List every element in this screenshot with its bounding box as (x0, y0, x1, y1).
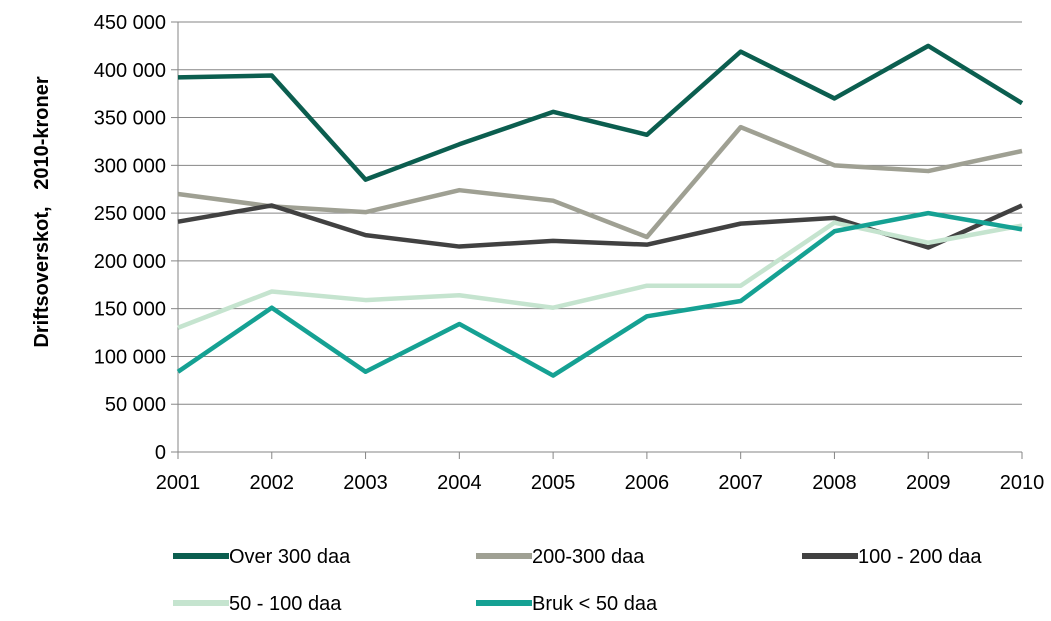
legend-label: Over 300 daa (229, 546, 351, 568)
y-axis-title: Driftsoverskot, 2010-kroner (31, 76, 53, 347)
x-tick-label: 2010 (1000, 472, 1045, 494)
y-tick-label: 0 (155, 442, 166, 464)
x-tick-label: 2007 (718, 472, 763, 494)
y-tick-label: 300 000 (94, 155, 166, 177)
legend-label: 50 - 100 daa (229, 593, 342, 615)
legend-label: Bruk < 50 daa (532, 593, 658, 615)
x-tick-label: 2004 (437, 472, 482, 494)
series-layer (178, 46, 1022, 376)
y-tick-label: 200 000 (94, 251, 166, 273)
y-tick-label: 50 000 (105, 394, 166, 416)
x-tick-label: 2002 (250, 472, 295, 494)
series-line (178, 46, 1022, 180)
x-tick-label: 2005 (531, 472, 576, 494)
y-tick-label: 350 000 (94, 108, 166, 130)
y-tick-label: 150 000 (94, 299, 166, 321)
y-tick-label: 450 000 (94, 12, 166, 34)
x-tick-label: 2003 (343, 472, 388, 494)
axis-layer: 0 50 000 100 000 150 000 200 000 250 000 300 0… (94, 12, 1045, 494)
x-tick-label: 2001 (156, 472, 201, 494)
y-tick-label: 250 000 (94, 203, 166, 225)
legend: Over 300 daa 200-300 daa 100 - 200 daa 50 -… (173, 546, 982, 615)
y-tick-label: 400 000 (94, 60, 166, 82)
x-tick-label: 2006 (625, 472, 670, 494)
series-line (178, 205, 1022, 247)
x-tick-label: 2008 (812, 472, 857, 494)
legend-label: 200-300 daa (532, 546, 645, 568)
y-tick-label: 100 000 (94, 346, 166, 368)
x-tick-label: 2009 (906, 472, 951, 494)
legend-label: 100 - 200 daa (858, 546, 982, 568)
